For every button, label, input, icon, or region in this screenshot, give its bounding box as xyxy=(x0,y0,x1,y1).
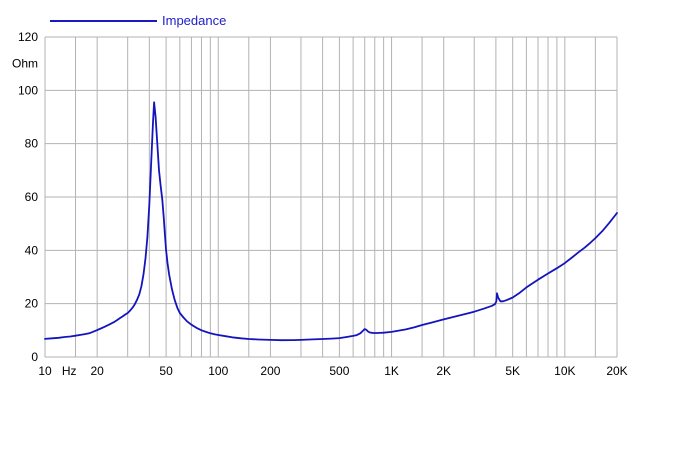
y-tick-label: 80 xyxy=(25,137,39,151)
impedance-curve xyxy=(44,101,618,342)
x-tick-label: 100 xyxy=(208,364,228,378)
x-tick-label: 5K xyxy=(505,364,520,378)
y-axis-unit-label: Ohm xyxy=(12,57,38,71)
x-tick-label: 500 xyxy=(329,364,349,378)
y-tick-label: 100 xyxy=(18,83,38,97)
x-axis-unit-label: Hz xyxy=(62,364,77,378)
x-tick-label: 10 xyxy=(38,364,52,378)
x-tick-label: 20 xyxy=(90,364,104,378)
y-tick-label: 120 xyxy=(18,30,38,44)
x-tick-label: 10K xyxy=(554,364,575,378)
y-tick-label: 20 xyxy=(25,297,39,311)
x-tick-label: 2K xyxy=(436,364,451,378)
y-tick-label: 60 xyxy=(25,190,39,204)
legend-line-swatch xyxy=(50,20,157,22)
x-tick-label: 200 xyxy=(260,364,280,378)
x-tick-label: 1K xyxy=(384,364,399,378)
y-tick-label: 40 xyxy=(25,243,39,257)
chart-legend: Impedance xyxy=(0,0,673,32)
y-tick-label: 0 xyxy=(31,350,38,364)
x-tick-label: 50 xyxy=(159,364,173,378)
legend-label: Impedance xyxy=(162,13,227,28)
x-tick-label: 20K xyxy=(606,364,627,378)
